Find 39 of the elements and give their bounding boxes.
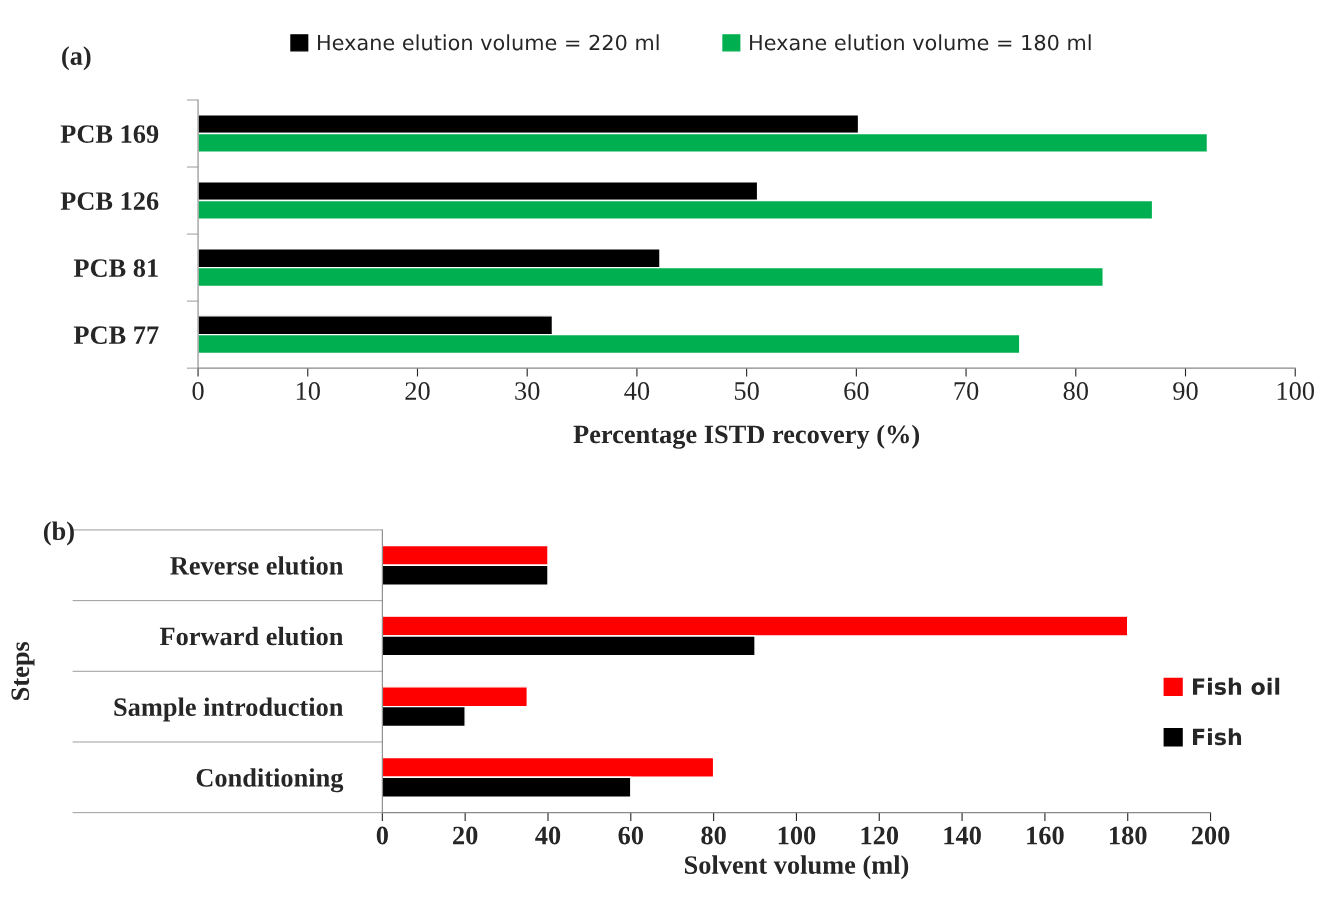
y-tick-label: Sample introduction xyxy=(114,697,344,722)
x-tick-label: 20 xyxy=(405,382,430,400)
x-tick-label: 100 xyxy=(1277,382,1314,400)
legend-label: Fish oil xyxy=(1193,677,1280,695)
chart-title: (a) xyxy=(62,46,91,71)
x-tick-label: 60 xyxy=(844,382,869,400)
x-tick-label: 90 xyxy=(1173,382,1198,400)
y-tick-label: Reverse elution xyxy=(170,556,344,575)
x-tick-label: 50 xyxy=(734,382,759,400)
y-tick-label: PCB 81 xyxy=(73,259,158,277)
y-tick-label: Conditioning xyxy=(196,768,344,793)
x-axis-title: Solvent volume (ml) xyxy=(684,855,909,880)
x-tick-label: 10 xyxy=(296,382,320,400)
y-tick-label: PCB 77 xyxy=(73,326,159,345)
legend-label: Hexane elution volume = 220 ml xyxy=(318,34,659,51)
x-tick-label: 80 xyxy=(1063,382,1088,400)
legend-label: Fish xyxy=(1193,728,1242,746)
x-tick-label: 60 xyxy=(618,826,643,845)
x-tick-label: 30 xyxy=(515,382,540,400)
x-tick-label: 20 xyxy=(453,826,478,845)
x-tick-label: 120 xyxy=(861,826,899,845)
x-tick-label: 100 xyxy=(778,826,816,845)
x-tick-label: 160 xyxy=(1027,826,1064,845)
x-tick-label: 180 xyxy=(1110,826,1147,845)
x-tick-label: 0 xyxy=(192,382,204,400)
x-tick-label: 0 xyxy=(376,826,388,845)
x-tick-label: 80 xyxy=(701,826,726,845)
x-tick-label: 40 xyxy=(535,826,561,845)
y-axis-title: Steps xyxy=(11,641,35,700)
x-tick-label: 140 xyxy=(944,826,981,845)
text: (b) xyxy=(43,521,74,546)
y-tick-label: PCB 126 xyxy=(60,192,159,210)
y-tick-label: Forward elution xyxy=(159,626,344,646)
x-tick-label: 200 xyxy=(1191,826,1230,845)
x-tick-label: 40 xyxy=(624,382,650,400)
y-tick-label: PCB 169 xyxy=(60,125,159,143)
x-axis-title: Percentage ISTD recovery (%) xyxy=(573,424,920,449)
legend-label: Hexane elution volume = 180 ml xyxy=(750,34,1091,51)
x-tick-label: 70 xyxy=(954,382,979,400)
